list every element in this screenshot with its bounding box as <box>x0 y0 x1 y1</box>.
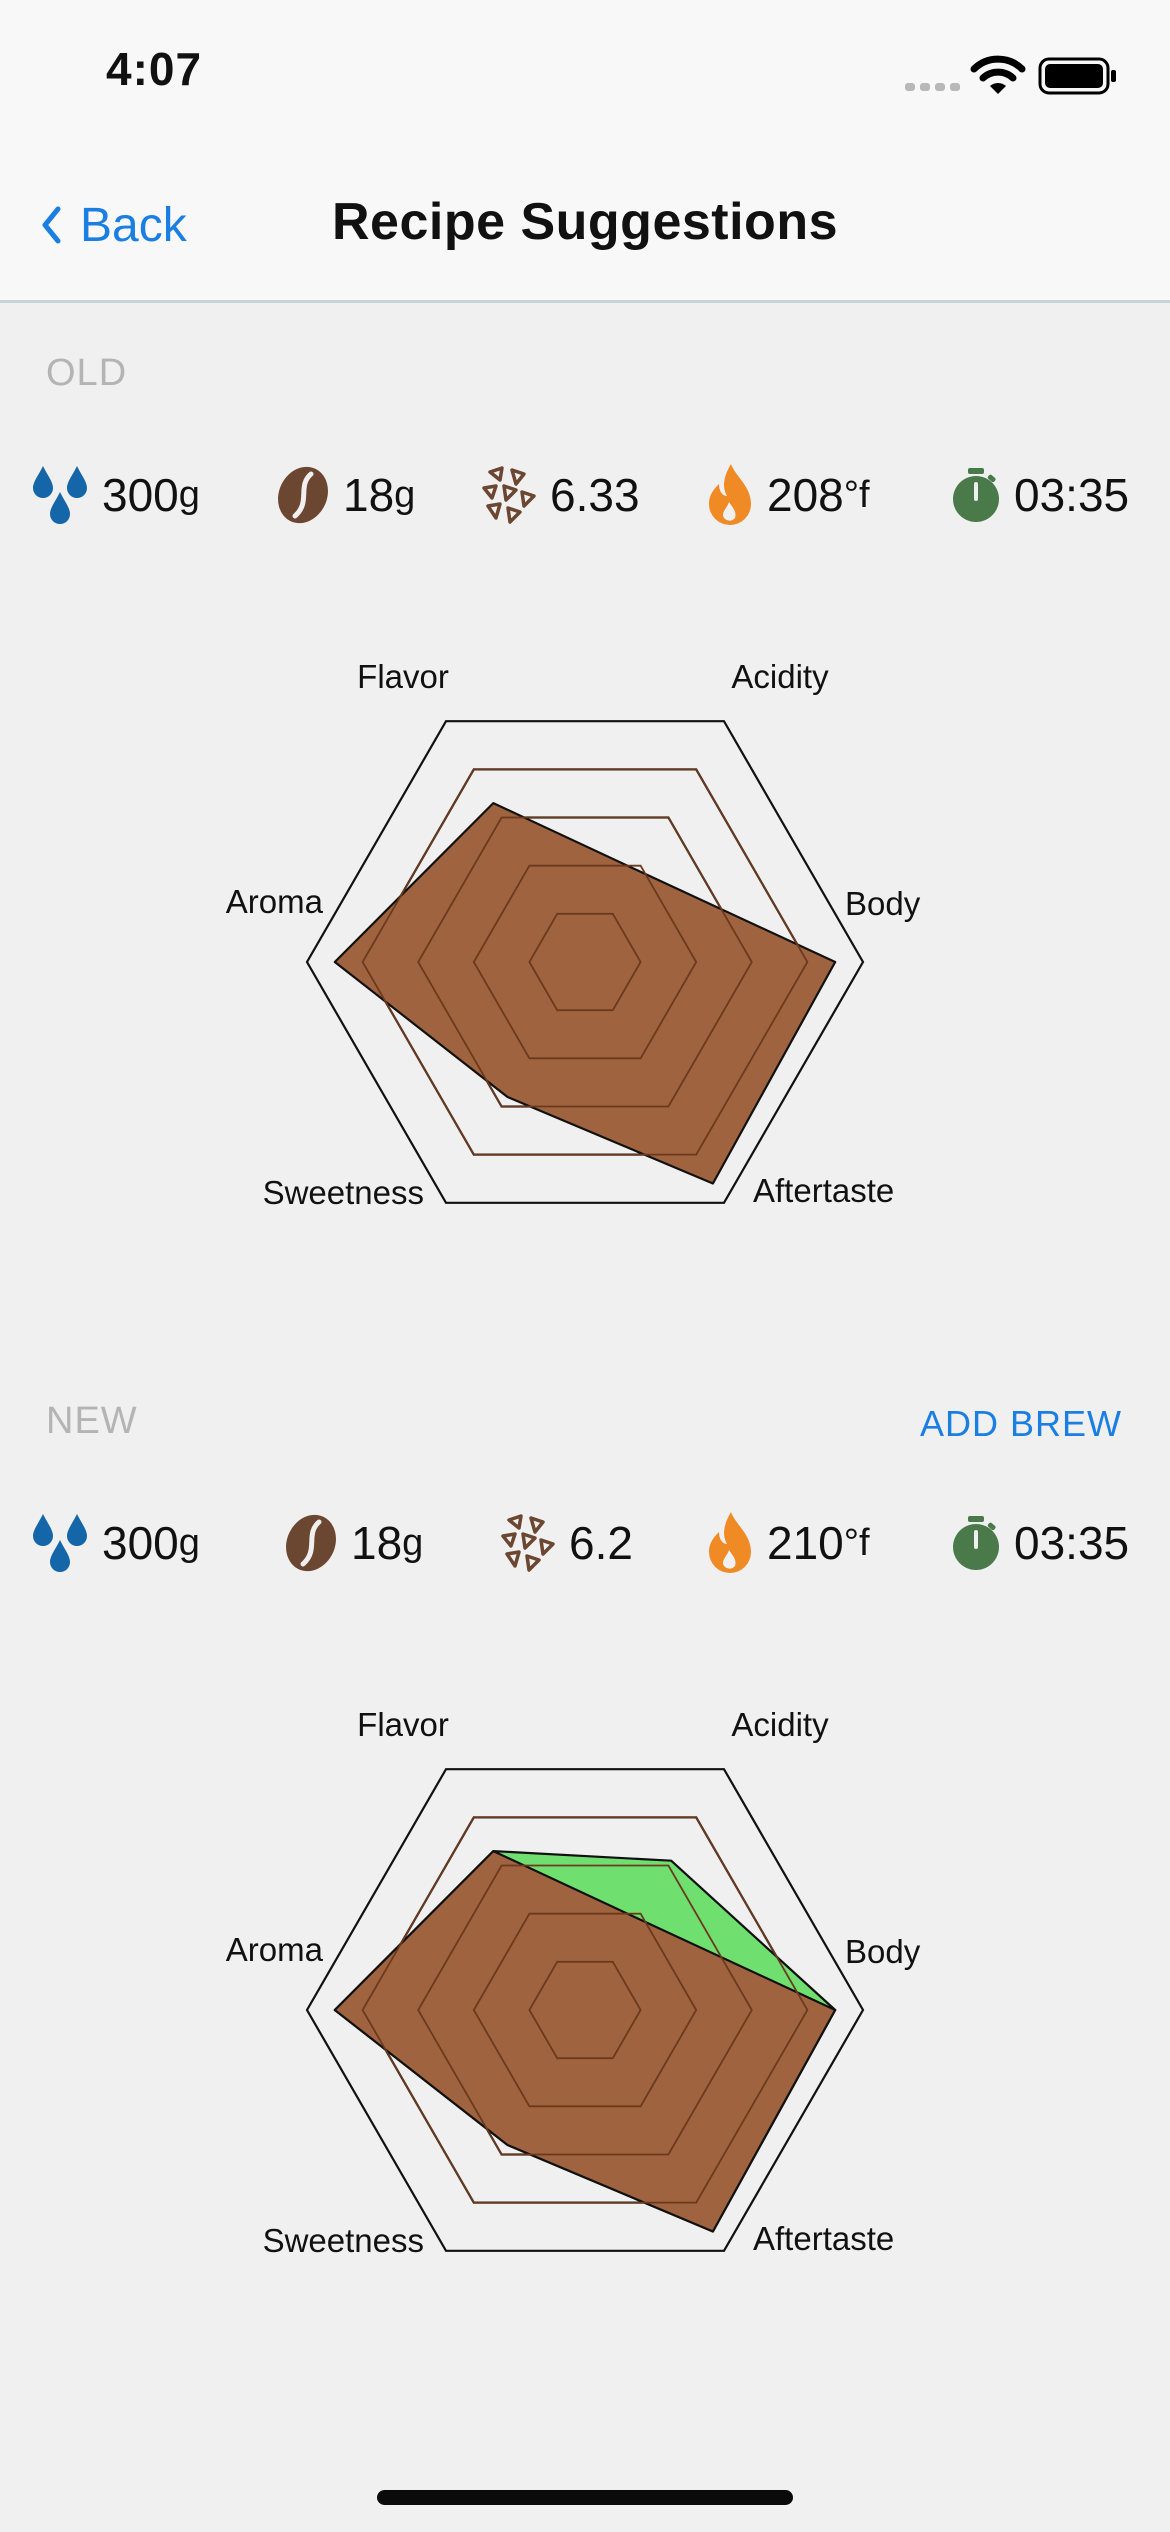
new-temperature-stat: 210 °f <box>705 1503 870 1583</box>
grind-icon <box>482 466 536 524</box>
old-temperature-stat: 208 °f <box>705 455 870 535</box>
radar-axis-label: Aftertaste <box>753 1172 894 1209</box>
grind-value: 6.2 <box>569 1517 633 1569</box>
radar-axis-label: Flavor <box>357 658 449 695</box>
coffee-unit: g <box>402 1521 424 1564</box>
temperature-unit: °f <box>843 473 870 516</box>
new-section-label: NEW <box>46 1400 138 1442</box>
radar-inner-grid-ring <box>361 768 809 1156</box>
radar-axis-label: Aroma <box>226 883 324 920</box>
coffee-unit: g <box>394 473 416 516</box>
radar-axis-label: Sweetness <box>263 2222 424 2259</box>
radar-axis-label: Body <box>845 885 921 922</box>
radar-series-area <box>333 1850 837 2233</box>
radar-inner-grid-ring <box>528 912 642 1012</box>
radar-axis-label: Acidity <box>731 1706 829 1743</box>
time-value: 03:35 <box>1014 1517 1130 1569</box>
chevron-left-icon <box>42 206 61 244</box>
coffee-bean-icon <box>286 1514 336 1572</box>
flame-icon <box>709 1512 751 1573</box>
grind-value: 6.33 <box>550 469 640 521</box>
old-radar-chart: Flavor Acidity Body Aftertaste Sweetness Arom… <box>226 658 921 1211</box>
old-stats-row: 300 g 18 g 6.33 208 °f <box>0 455 1170 535</box>
radar-grid-ring <box>305 1768 865 2252</box>
radar-grid-ring <box>305 720 865 1204</box>
radar-series-area <box>333 802 837 1185</box>
new-stats-row: 300 g 18 g 6.2 210 °f <box>0 1503 1170 1583</box>
home-indicator <box>377 2490 793 2505</box>
old-water-stat: 300 g <box>30 455 200 535</box>
temperature-value: 208 <box>767 469 844 521</box>
coffee-value: 18 <box>351 1517 403 1569</box>
back-label: Back <box>80 198 187 252</box>
water-drops-icon <box>33 1514 87 1572</box>
temperature-value: 210 <box>767 1517 844 1569</box>
water-unit: g <box>178 1521 200 1564</box>
radar-inner-grid-ring <box>472 864 698 1060</box>
timer-icon <box>953 468 999 522</box>
navigation-bar: Back Recipe Suggestions <box>0 150 1170 303</box>
radar-inner-grid-ring <box>417 1864 753 2156</box>
water-value: 300 <box>102 1517 179 1569</box>
new-time-stat: 03:35 <box>950 1503 1129 1583</box>
radar-axis-label: Sweetness <box>263 1174 424 1211</box>
radar-inner-grid-ring <box>472 1912 698 2108</box>
old-section-label: OLD <box>46 352 128 394</box>
water-drops-icon <box>33 466 87 524</box>
grind-icon <box>501 1514 555 1572</box>
radar-axis-label: Aroma <box>226 1931 324 1968</box>
old-coffee-stat: 18 g <box>275 455 415 535</box>
radar-axis-label: Flavor <box>357 1706 449 1743</box>
coffee-bean-icon <box>278 466 328 524</box>
coffee-value: 18 <box>343 469 395 521</box>
new-water-stat: 300 g <box>30 1503 200 1583</box>
old-grind-stat: 6.33 <box>478 455 640 535</box>
timer-icon <box>953 1516 999 1570</box>
water-unit: g <box>178 473 200 516</box>
status-time: 4:07 <box>106 43 203 95</box>
new-coffee-stat: 18 g <box>283 1503 423 1583</box>
radar-axis-label: Aftertaste <box>753 2220 894 2257</box>
radar-axis-label: Acidity <box>731 658 829 695</box>
page-title: Recipe Suggestions <box>332 193 838 251</box>
new-radar-chart: Flavor Acidity Body Aftertaste Sweetness Arom… <box>226 1706 921 2259</box>
cellular-signal-icon <box>905 83 960 91</box>
flame-icon <box>709 464 751 525</box>
status-bar: 4:07 <box>0 0 1170 150</box>
old-time-stat: 03:35 <box>950 455 1129 535</box>
new-grind-stat: 6.2 <box>497 1503 633 1583</box>
temperature-unit: °f <box>843 1521 870 1564</box>
wifi-icon <box>970 55 1026 94</box>
radar-inner-grid-ring <box>417 816 753 1108</box>
radar-axis-label: Body <box>845 1933 921 1970</box>
back-button[interactable]: Back <box>40 190 187 260</box>
time-value: 03:35 <box>1014 469 1130 521</box>
radar-inner-grid-ring <box>528 1960 642 2060</box>
battery-icon <box>1038 57 1116 95</box>
radar-inner-grid-ring <box>361 1816 809 2204</box>
add-brew-button[interactable]: ADD BREW <box>919 1403 1122 1444</box>
water-value: 300 <box>102 469 179 521</box>
